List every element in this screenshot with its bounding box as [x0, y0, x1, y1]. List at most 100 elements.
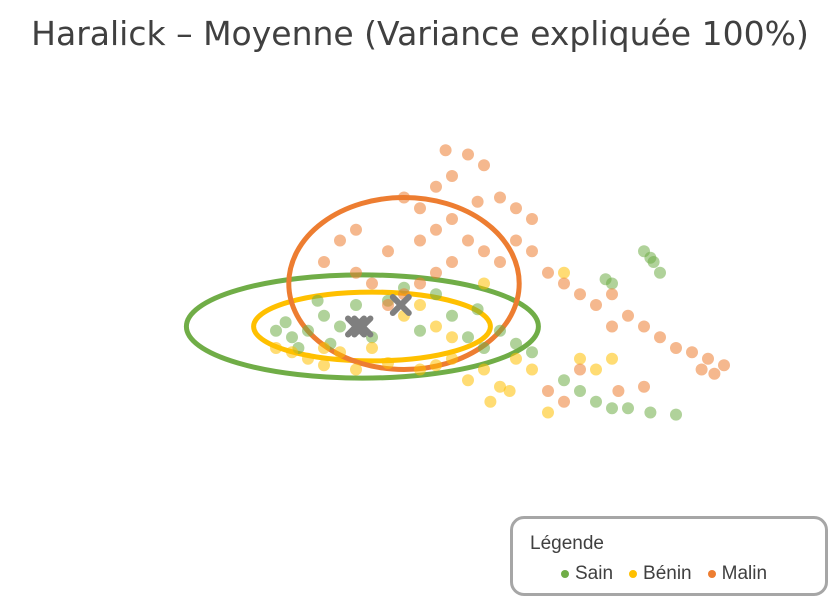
point-sain-34 [414, 324, 426, 337]
point-malin-49 [471, 195, 484, 208]
point-malin-4 [446, 256, 458, 268]
point-malin-6 [350, 266, 362, 279]
point-malin-20 [542, 266, 554, 279]
point-benin-1 [302, 352, 314, 365]
point-sain-6 [350, 299, 362, 311]
point-benin-25 [558, 266, 570, 279]
point-malin-48 [439, 144, 452, 157]
point-malin-25 [622, 309, 634, 322]
point-malin-7 [382, 245, 394, 258]
point-malin-46 [612, 385, 625, 397]
point-sain-23 [644, 406, 657, 419]
point-benin-20 [526, 363, 538, 376]
point-benin-15 [318, 342, 330, 354]
legend: Légende Sain Bénin Malin [510, 516, 828, 596]
point-malin-21 [558, 277, 570, 290]
ellipse-sain [183, 272, 541, 381]
point-malin-12 [398, 191, 410, 204]
point-malin-31 [695, 363, 708, 376]
legend-label-sain: Sain [575, 563, 614, 584]
point-malin-26 [638, 320, 650, 333]
point-malin-9 [430, 223, 442, 236]
legend-marker-benin [629, 570, 638, 578]
point-malin-28 [670, 342, 682, 354]
point-sain-12 [430, 288, 442, 301]
point-sain-7 [311, 294, 324, 307]
point-benin-9 [462, 374, 474, 387]
point-sain-14 [471, 303, 484, 316]
scatter-points [270, 144, 730, 421]
point-malin-13 [430, 180, 442, 193]
point-sain-1 [302, 324, 314, 337]
point-benin-22 [590, 363, 602, 376]
point-malin-34 [510, 202, 522, 215]
legend-entries: Sain Bénin Malin [561, 563, 767, 585]
point-malin-10 [446, 213, 458, 225]
centroid-stroke [389, 294, 412, 316]
point-sain-0 [286, 331, 298, 344]
point-sain-13 [446, 309, 458, 322]
point-benin-5 [382, 357, 394, 370]
point-malin-14 [446, 170, 458, 182]
legend-marker-sain [561, 570, 569, 578]
point-malin-3 [430, 266, 442, 279]
point-malin-40 [318, 256, 330, 268]
point-malin-32 [718, 359, 730, 372]
point-malin-33 [708, 367, 721, 380]
point-sain-19 [574, 385, 586, 397]
point-malin-30 [702, 352, 714, 365]
point-malin-37 [478, 159, 490, 172]
legend-item-sain: Sain [561, 563, 613, 585]
point-benin-3 [270, 342, 282, 354]
point-sain-8 [270, 324, 282, 337]
point-malin-17 [494, 256, 506, 268]
point-benin-24 [542, 406, 554, 419]
point-malin-16 [478, 245, 490, 258]
point-benin-17 [366, 342, 378, 354]
point-malin-41 [574, 363, 586, 376]
point-benin-4 [350, 363, 362, 376]
point-sain-18 [558, 374, 570, 387]
point-benin-7 [430, 359, 442, 372]
point-sain-27 [647, 256, 660, 268]
point-malin-39 [334, 234, 346, 247]
point-sain-20 [590, 395, 602, 408]
point-malin-44 [494, 191, 506, 204]
point-benin-19 [430, 320, 442, 333]
legend-label-benin: Bénin [643, 563, 692, 584]
point-malin-8 [414, 234, 426, 247]
ellipse-benin [251, 289, 493, 364]
point-malin-43 [558, 395, 570, 408]
chart-title: Haralick – Moyenne (Variance expliquée 1… [31, 14, 809, 53]
point-malin-18 [510, 234, 522, 247]
point-sain-17 [526, 346, 538, 359]
legend-label-malin: Malin [721, 563, 768, 584]
point-malin-22 [574, 288, 586, 301]
point-malin-11 [414, 202, 426, 215]
point-malin-36 [462, 148, 474, 161]
point-sain-30 [606, 277, 618, 290]
point-sain-28 [654, 266, 666, 279]
centroid-marker-benin [345, 315, 367, 338]
legend-title: Légende [530, 533, 604, 554]
point-benin-26 [478, 277, 490, 290]
point-malin-2 [414, 277, 426, 290]
point-benin-13 [503, 385, 516, 397]
point-benin-12 [510, 352, 522, 365]
point-benin-0 [286, 346, 298, 359]
point-malin-23 [590, 299, 602, 311]
point-malin-29 [686, 346, 698, 359]
point-malin-47 [638, 380, 650, 393]
legend-item-malin: Malin [707, 563, 768, 585]
point-benin-18 [446, 331, 458, 344]
point-benin-14 [484, 395, 497, 408]
point-malin-24 [606, 288, 618, 301]
point-malin-15 [462, 234, 474, 247]
legend-marker-malin [707, 570, 716, 578]
point-malin-38 [350, 223, 362, 236]
point-sain-31 [478, 342, 490, 354]
point-malin-45 [606, 320, 618, 333]
point-sain-21 [606, 402, 618, 415]
centroid-stroke [345, 315, 367, 338]
